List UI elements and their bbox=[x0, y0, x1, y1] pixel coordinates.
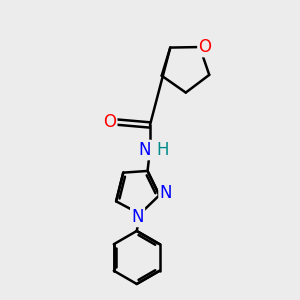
Text: O: O bbox=[199, 38, 212, 56]
Text: H: H bbox=[156, 141, 169, 159]
Text: N: N bbox=[139, 141, 151, 159]
Text: O: O bbox=[103, 113, 116, 131]
Text: N: N bbox=[131, 208, 144, 226]
Text: N: N bbox=[160, 184, 172, 202]
